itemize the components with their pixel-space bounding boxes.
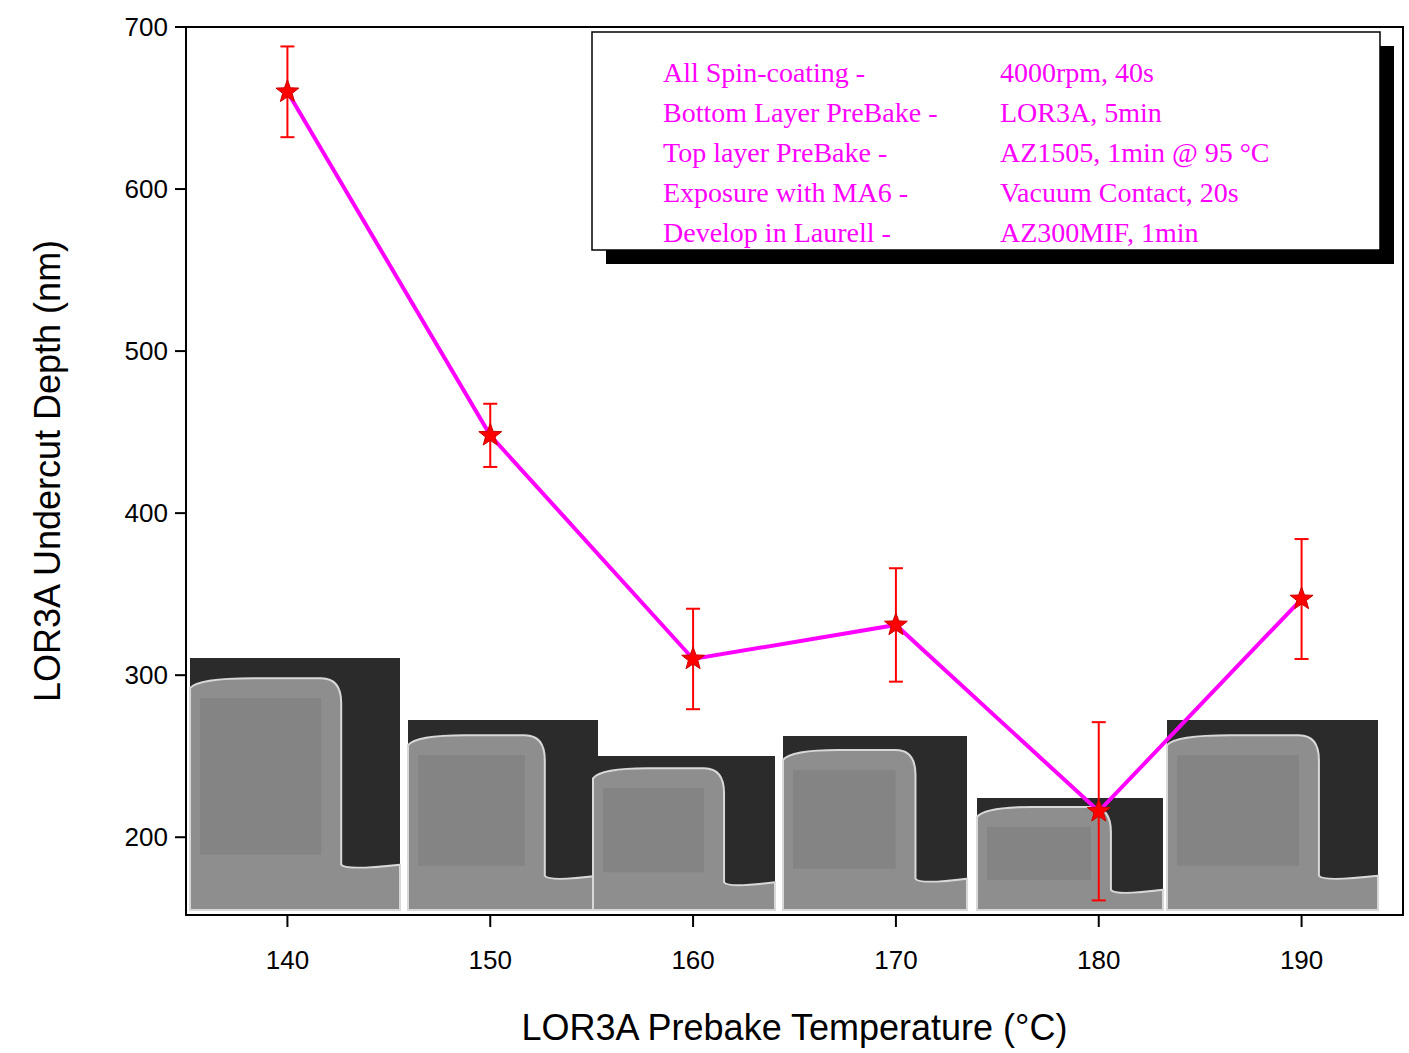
- x-tick-label: 150: [469, 945, 512, 975]
- annotation-label: All Spin-coating -: [663, 57, 865, 88]
- annotation-label: Develop in Laurell -: [663, 217, 891, 248]
- y-tick: [175, 512, 186, 514]
- x-tick: [286, 915, 288, 927]
- sem-insets: [190, 658, 1378, 910]
- y-tick-label: 300: [125, 660, 168, 690]
- y-tick: [175, 674, 186, 676]
- x-tick-label: 140: [266, 945, 309, 975]
- inset-resist: [783, 750, 967, 910]
- annotation-value: Vacuum Contact, 20s: [1000, 177, 1239, 208]
- x-tick-label: 180: [1077, 945, 1120, 975]
- y-tick: [175, 188, 186, 190]
- x-tick-label: 190: [1280, 945, 1323, 975]
- error-cap: [1092, 721, 1106, 723]
- series-line: [287, 92, 1301, 811]
- data-point: [1290, 587, 1313, 609]
- annotation-label: Exposure with MA6 -: [663, 177, 908, 208]
- data-point: [1087, 799, 1110, 821]
- y-tick-label: 400: [125, 498, 168, 528]
- annotation-value: AZ300MIF, 1min: [1000, 217, 1198, 248]
- data-point: [276, 80, 299, 102]
- error-cap: [1295, 538, 1309, 540]
- inset-texture: [987, 827, 1091, 880]
- inset-bg: [190, 658, 400, 910]
- x-tick-label: 160: [671, 945, 714, 975]
- data-point: [479, 423, 502, 445]
- y-tick: [175, 836, 186, 838]
- x-tick: [489, 915, 491, 927]
- inset-bg: [1167, 720, 1378, 910]
- annotation-frame: [592, 32, 1380, 250]
- x-axis-title: LOR3A Prebake Temperature (°C): [522, 1007, 1068, 1048]
- inset-texture: [418, 755, 525, 866]
- error-cap: [1295, 658, 1309, 660]
- inset-texture: [603, 788, 704, 872]
- error-cap: [280, 45, 294, 47]
- inset-bg: [593, 756, 775, 910]
- data-point: [885, 613, 908, 635]
- inset-resist: [1167, 735, 1378, 910]
- plot-frame: [186, 27, 1403, 915]
- error-cap: [686, 708, 700, 710]
- error-cap: [483, 466, 497, 468]
- error-cap: [483, 403, 497, 405]
- inset-texture: [1177, 755, 1299, 866]
- annotation-value: AZ1505, 1min @ 95 °C: [1000, 137, 1270, 168]
- y-tick-label: 700: [125, 12, 168, 42]
- annotation-value: 4000rpm, 40s: [1000, 57, 1154, 88]
- annotation-value: LOR3A, 5min: [1000, 97, 1162, 128]
- data-point: [682, 647, 705, 669]
- error-cap: [889, 567, 903, 569]
- y-tick: [175, 26, 186, 28]
- error-cap: [280, 136, 294, 138]
- y-tick: [175, 350, 186, 352]
- y-tick-label: 500: [125, 336, 168, 366]
- x-tick-label: 170: [874, 945, 917, 975]
- annotation-box: All Spin-coating - 4000rpm, 40s Bottom Lay…: [592, 32, 1394, 264]
- x-tick: [1098, 915, 1100, 927]
- inset-resist: [977, 807, 1163, 910]
- error-cap: [686, 608, 700, 610]
- y-tick-label: 200: [125, 822, 168, 852]
- chart: 200 300 400 500 600 700 140 150 160 170 180 190 LOR3…: [0, 0, 1409, 1053]
- inset-texture: [793, 770, 895, 869]
- inset-bg: [408, 720, 598, 910]
- inset-texture: [200, 698, 321, 854]
- x-tick: [1301, 915, 1303, 927]
- inset-resist: [190, 678, 400, 910]
- x-tick: [692, 915, 694, 927]
- inset-resist: [593, 768, 775, 910]
- data-group: [276, 46, 1313, 900]
- y-tick-label: 600: [125, 174, 168, 204]
- annotation-label: Bottom Layer PreBake -: [663, 97, 937, 128]
- inset-bg: [783, 736, 967, 910]
- annotation-label: Top layer PreBake -: [663, 137, 887, 168]
- x-tick: [895, 915, 897, 927]
- error-cap: [1092, 899, 1106, 901]
- inset-resist: [408, 735, 598, 910]
- y-axis-title: LOR3A Undercut Depth (nm): [27, 240, 68, 702]
- inset-bg: [977, 798, 1163, 910]
- error-cap: [889, 681, 903, 683]
